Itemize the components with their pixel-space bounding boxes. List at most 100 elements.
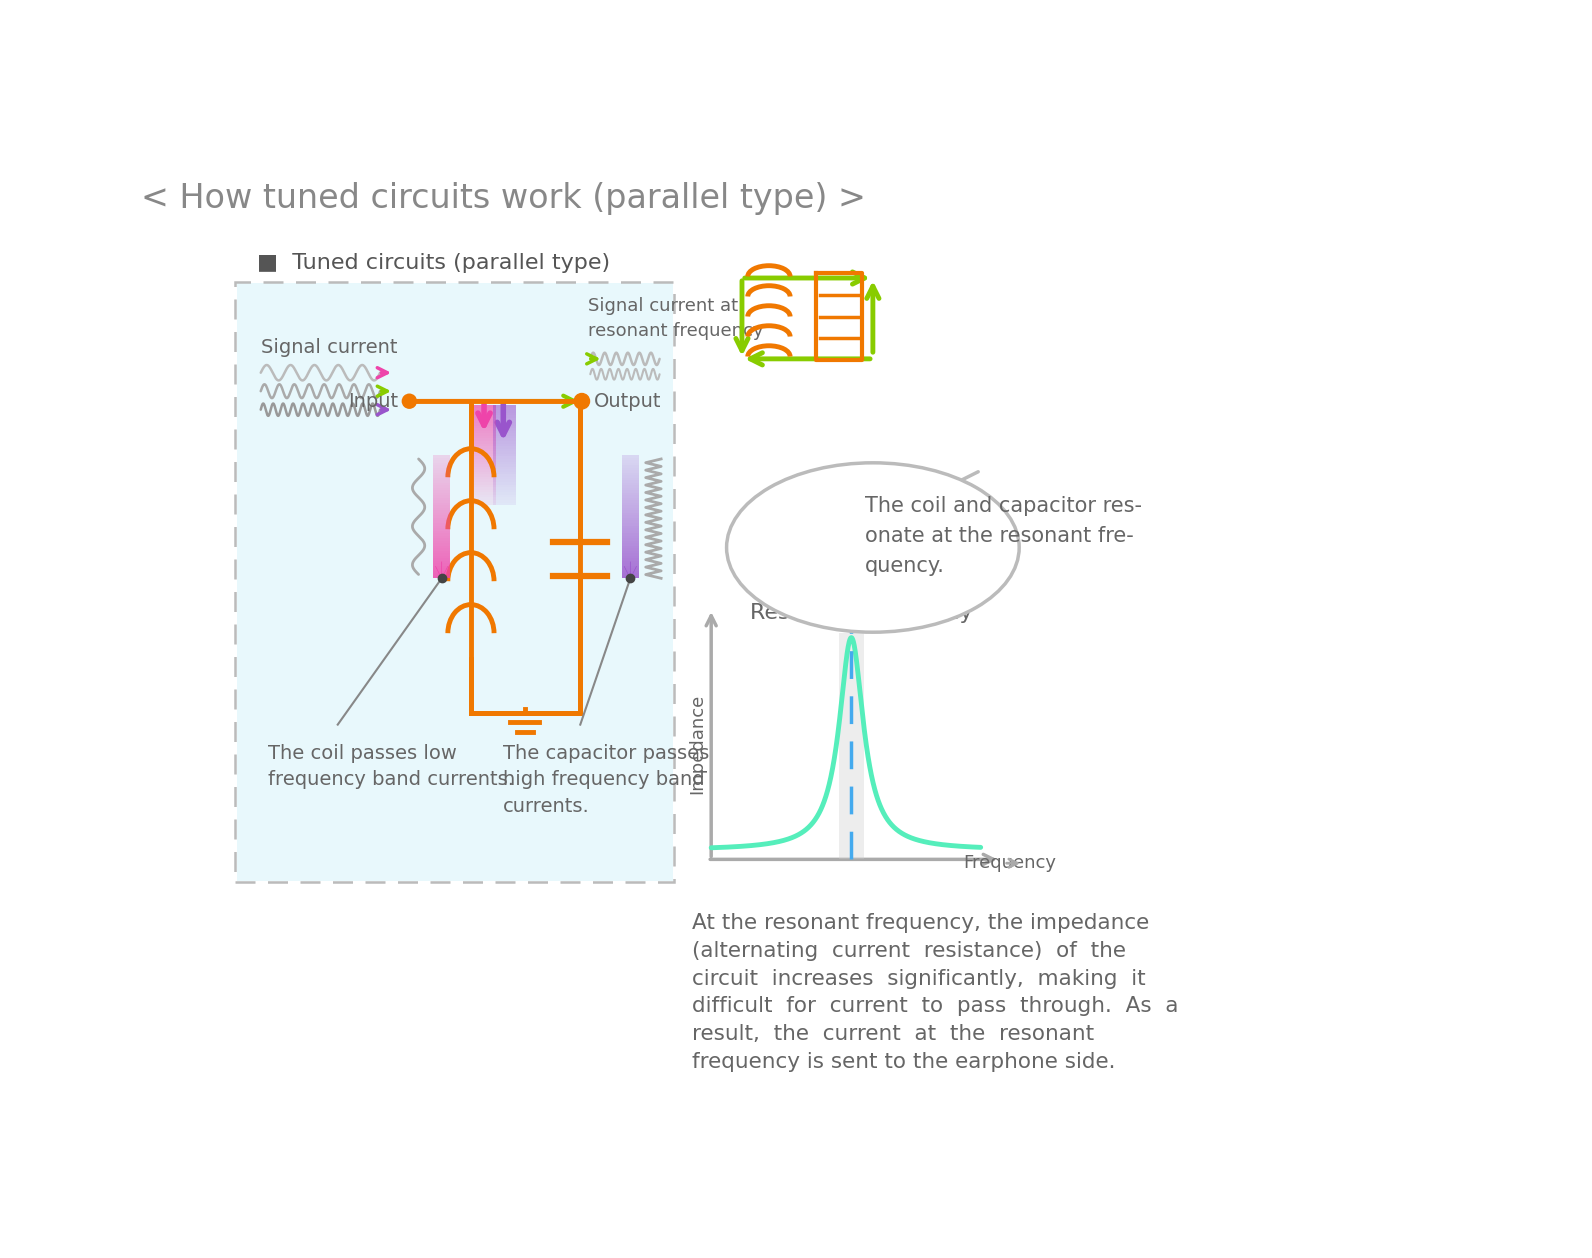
Bar	[622, 528, 638, 531]
Bar	[433, 559, 451, 561]
Bar	[433, 561, 451, 564]
Bar	[622, 559, 638, 561]
Bar	[494, 469, 516, 472]
Bar	[494, 444, 516, 447]
Bar	[433, 566, 451, 569]
Bar	[494, 477, 516, 479]
Bar	[494, 423, 516, 425]
Ellipse shape	[726, 463, 1019, 633]
Bar	[622, 548, 638, 551]
Bar	[473, 452, 495, 454]
Bar	[433, 508, 451, 511]
Bar	[622, 521, 638, 523]
Bar	[494, 447, 516, 449]
Bar	[622, 470, 638, 473]
Bar	[622, 541, 638, 543]
Bar	[494, 467, 516, 469]
Bar	[433, 478, 451, 481]
Bar	[494, 503, 516, 506]
Bar	[433, 498, 451, 501]
Bar	[622, 531, 638, 533]
Bar	[433, 470, 451, 473]
Bar	[473, 418, 495, 420]
Bar	[622, 463, 638, 465]
Text: (alternating  current  resistance)  of  the: (alternating current resistance) of the	[693, 941, 1126, 961]
Bar	[433, 460, 451, 463]
Bar	[622, 576, 638, 579]
Bar	[622, 483, 638, 486]
Text: Impedance: Impedance	[688, 693, 707, 794]
Bar	[622, 493, 638, 496]
Bar	[494, 449, 516, 452]
Bar	[494, 433, 516, 435]
Bar	[473, 474, 495, 477]
Bar	[622, 488, 638, 491]
Bar	[433, 548, 451, 551]
Bar	[433, 543, 451, 546]
Bar	[473, 492, 495, 494]
Bar	[622, 465, 638, 468]
Circle shape	[401, 394, 417, 409]
Bar	[622, 523, 638, 526]
Bar	[433, 546, 451, 548]
Bar	[622, 503, 638, 506]
Bar	[433, 574, 451, 576]
Bar	[473, 433, 495, 435]
Bar	[622, 571, 638, 574]
Bar	[622, 498, 638, 501]
Bar	[473, 494, 495, 497]
Bar	[494, 439, 516, 442]
Bar	[622, 546, 638, 548]
Bar	[494, 410, 516, 413]
Bar	[622, 486, 638, 488]
Bar	[473, 454, 495, 457]
Bar	[494, 430, 516, 433]
Bar	[473, 425, 495, 428]
Bar	[473, 499, 495, 503]
Bar	[494, 499, 516, 503]
Bar	[622, 508, 638, 511]
Bar	[433, 458, 451, 460]
Bar	[622, 554, 638, 556]
Bar	[433, 493, 451, 496]
Bar	[473, 484, 495, 487]
Bar	[622, 511, 638, 513]
Bar	[473, 410, 495, 413]
Bar	[473, 477, 495, 479]
Bar	[433, 571, 451, 574]
Bar	[494, 492, 516, 494]
Bar	[494, 408, 516, 410]
Bar	[622, 561, 638, 564]
Bar	[622, 566, 638, 569]
Bar	[494, 464, 516, 467]
Bar	[473, 444, 495, 447]
Bar	[473, 435, 495, 439]
Bar	[433, 533, 451, 536]
Bar	[473, 430, 495, 433]
Bar	[473, 489, 495, 492]
Bar	[494, 474, 516, 477]
Text: The coil passes low
frequency band currents.: The coil passes low frequency band curre…	[269, 743, 514, 789]
Circle shape	[575, 394, 589, 409]
Bar	[622, 491, 638, 493]
Bar	[622, 516, 638, 518]
Bar	[473, 497, 495, 499]
Bar	[433, 536, 451, 538]
Bar	[494, 415, 516, 418]
Bar	[622, 481, 638, 483]
Bar	[433, 468, 451, 470]
Bar	[494, 472, 516, 474]
Bar	[622, 556, 638, 559]
Bar	[473, 464, 495, 467]
Bar	[473, 467, 495, 469]
Bar	[622, 501, 638, 503]
Bar	[494, 405, 516, 408]
Bar	[433, 511, 451, 513]
Bar	[622, 458, 638, 460]
Bar	[473, 423, 495, 425]
Text: circuit  increases  significantly,  making  it: circuit increases significantly, making …	[693, 969, 1146, 989]
Bar	[433, 476, 451, 478]
Bar	[622, 551, 638, 554]
Bar	[622, 455, 638, 458]
Bar	[494, 487, 516, 489]
